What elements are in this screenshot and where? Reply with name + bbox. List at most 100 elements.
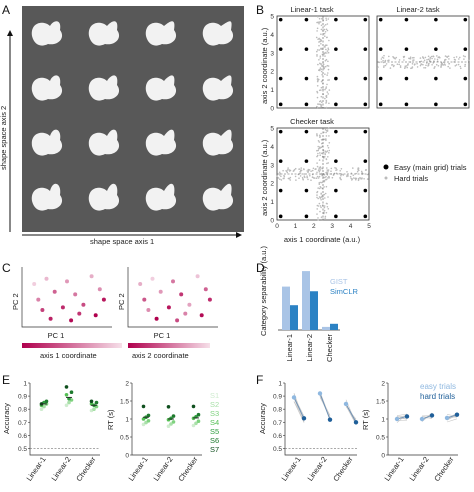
hard-trial-point — [289, 176, 292, 179]
hard-trial-point — [318, 49, 321, 51]
hard-trial-point — [279, 174, 281, 176]
hard-trial-point — [391, 64, 393, 66]
hard-trial-point — [326, 83, 328, 86]
hard-trial-point — [416, 62, 418, 65]
hard-trial-point — [448, 58, 450, 60]
hard-trial-point — [321, 218, 323, 221]
f-rt-category-label: Linear-1 — [382, 455, 405, 483]
stimulus-shape-r2-c4 — [202, 75, 234, 101]
pca-point — [36, 297, 41, 302]
easy-trial-point — [278, 47, 283, 51]
b-bottom-ylabel: axis 2 coordinate (a.u.) — [260, 139, 269, 216]
f-acc-easy-mean — [291, 395, 297, 400]
hard-trial-point — [327, 162, 330, 164]
hard-trial-point — [327, 18, 330, 20]
easy-trial-point — [363, 76, 368, 81]
hard-trial-point — [325, 87, 327, 89]
hard-trial-point — [444, 64, 447, 66]
stimulus-shape-r1-c1 — [31, 21, 63, 46]
hard-trial-point — [328, 15, 330, 18]
hard-trial-point — [382, 57, 385, 59]
hard-trial-point — [315, 36, 318, 39]
hard-trial-point — [420, 63, 422, 65]
f-rt-easy-mean — [394, 416, 400, 422]
e-acc-y-tick-label: 0.9 — [18, 394, 27, 401]
b-xlabel: axis 1 coordinate (a.u.) — [284, 235, 361, 244]
hard-trial-point — [289, 179, 292, 181]
hard-trial-point — [323, 67, 326, 70]
hard-trial-point — [410, 67, 412, 70]
hard-trial-point — [319, 67, 322, 69]
hard-trial-point — [316, 96, 319, 99]
easy-trial-point — [363, 17, 368, 22]
hard-trial-point — [315, 177, 318, 179]
hard-trial-point — [323, 138, 325, 141]
hard-trial-point — [319, 21, 322, 23]
e-rt-subject-point — [144, 420, 148, 425]
hard-trial-point — [402, 55, 405, 58]
hard-trial-point — [319, 100, 321, 103]
hard-trial-point — [326, 44, 328, 46]
easy-trial-point — [334, 17, 338, 22]
hard-trial-point — [324, 197, 326, 199]
hard-trial-point — [316, 175, 319, 178]
f-acc-mean-line — [293, 397, 305, 419]
pca-point — [166, 305, 171, 310]
hard-trial-point — [335, 167, 338, 170]
hard-trial-point — [449, 67, 451, 69]
hard-trial-point — [324, 217, 327, 219]
y-tick-label: 4 — [270, 144, 274, 151]
f-acc-y-tick-label: 0.6 — [273, 433, 282, 440]
hard-trial-point — [427, 58, 430, 61]
hard-trial-point — [316, 105, 318, 108]
hard-trial-point — [409, 56, 412, 58]
hard-trial-point — [288, 169, 290, 171]
hard-trial-point — [427, 64, 430, 66]
e-accuracy-plot: 0.5 0.6 0.7 0.8 0.9 1 Linear-1 Linear-2 Checker — [18, 381, 100, 483]
e-acc-subject-point — [64, 393, 69, 397]
easy-trial-point — [304, 188, 309, 193]
hard-trial-point — [340, 168, 343, 170]
hard-trial-point — [320, 65, 323, 67]
hard-trial-point — [459, 56, 461, 59]
easy-trial-point — [304, 47, 309, 51]
hard-trial-point — [322, 88, 324, 90]
stimulus-shape-r1-c2 — [88, 21, 120, 46]
e-acc-category-label: Linear-1 — [24, 455, 47, 483]
hard-trial-point — [324, 215, 327, 218]
legend-subject-s3: S3 — [210, 409, 219, 418]
hard-trial-point — [340, 174, 342, 177]
hard-trial-point — [435, 63, 438, 66]
hard-trial-point — [389, 67, 392, 69]
pca-point — [60, 305, 65, 310]
hard-trial-point — [324, 44, 327, 47]
easy-trial-point — [278, 76, 283, 81]
e-rt-y-tick-label: 0 — [125, 453, 129, 460]
hard-trial-point — [279, 178, 281, 180]
hard-trial-point — [306, 176, 309, 179]
easy-trial-point — [378, 17, 383, 22]
hard-trial-point — [320, 43, 322, 45]
e-rt-y-tick-label: 0.5 — [120, 435, 129, 442]
f-acc-mean-line — [345, 403, 357, 423]
f-acc-category-label: Linear-1 — [279, 455, 302, 483]
hard-trial-point — [323, 131, 325, 134]
hard-trial-point — [384, 59, 387, 62]
hard-trial-point — [318, 78, 320, 81]
hard-trial-point — [319, 55, 322, 57]
hard-trial-point — [346, 174, 348, 176]
hard-trial-point — [321, 101, 323, 104]
f-acc-easy-mean — [343, 401, 349, 407]
hard-trial-point — [383, 65, 385, 67]
e-acc-subject-point — [69, 390, 74, 395]
hard-trial-point — [326, 91, 329, 93]
hard-trial-point — [354, 177, 357, 180]
hard-trial-point — [366, 178, 369, 180]
hard-trial-point — [412, 59, 414, 61]
y-tick-label: 5 — [270, 14, 274, 21]
hard-trial-point — [444, 55, 447, 57]
hard-trial-point — [360, 178, 362, 180]
hard-trial-point — [377, 66, 379, 68]
hard-trial-point — [431, 64, 433, 66]
hard-trial-point — [325, 211, 328, 214]
